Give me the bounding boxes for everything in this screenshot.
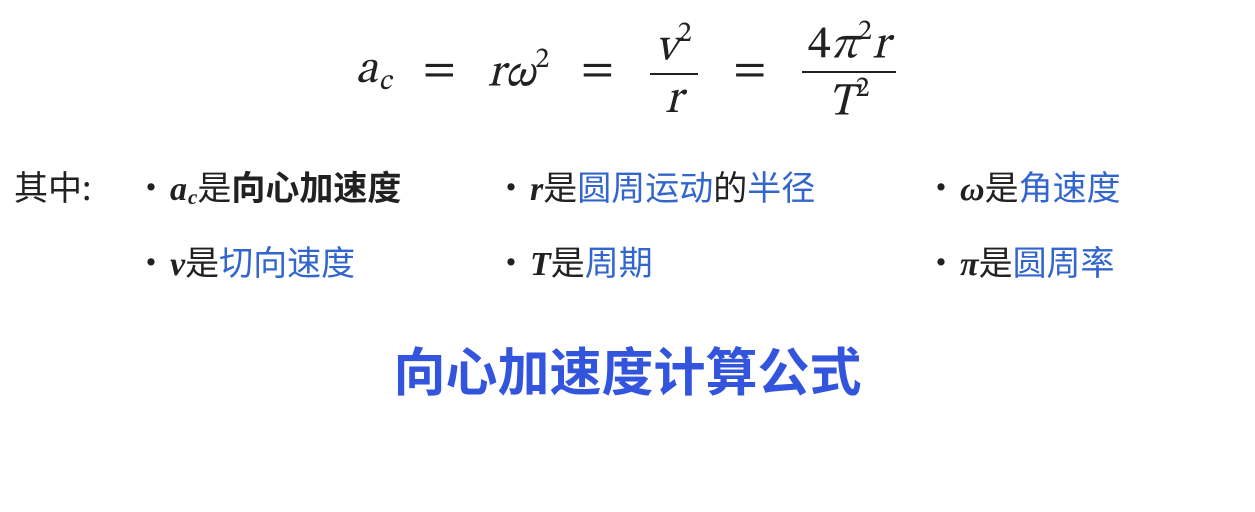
bullet-icon: • xyxy=(924,161,960,210)
def-omega: •ω是角速度 xyxy=(924,161,1215,210)
txt-de: 的 xyxy=(713,161,747,210)
txt-is: 是 xyxy=(979,236,1013,285)
exp-2-d: 2 xyxy=(856,74,870,103)
term3-num: 4π2r xyxy=(802,18,896,71)
var-T: T xyxy=(828,79,856,125)
exp-2-c: 2 xyxy=(858,17,872,46)
txt-is: 是 xyxy=(985,161,1019,210)
sym-v: v xyxy=(170,246,185,283)
formula: ac = rω2 = v2 r = 4π2r T2 xyxy=(0,18,1255,125)
defs-row-2: •v是切向速度 •T是周期 •π是圆周率 xyxy=(10,236,1215,285)
equals-3: = xyxy=(713,47,788,93)
link-period[interactable]: 周期 xyxy=(585,236,653,285)
link-tangential-velocity[interactable]: 切向速度 xyxy=(219,236,355,285)
coef-4: 4 xyxy=(808,23,831,69)
var-omega: ω xyxy=(505,51,535,97)
def-ac: •ac是向心加速度 xyxy=(134,161,494,210)
def-v: •v是切向速度 xyxy=(134,236,494,285)
where-label: 其中: xyxy=(10,161,134,210)
bullet-icon: • xyxy=(494,161,530,210)
var-r: r xyxy=(487,51,504,97)
formula-term3: 4π2r T2 xyxy=(798,18,900,125)
link-pi[interactable]: 圆周率 xyxy=(1013,236,1115,285)
sym-omega: ω xyxy=(960,171,985,208)
def-pi: •π是圆周率 xyxy=(924,236,1215,285)
txt-centripetal-accel: 向心加速度 xyxy=(231,161,401,210)
sym-r: r xyxy=(530,171,543,208)
sub-c: c xyxy=(378,67,392,96)
var-a: a xyxy=(355,47,377,93)
term3-den: T2 xyxy=(802,71,896,126)
defs-row-1: 其中: •ac是向心加速度 •r是圆周运动的半径 •ω是角速度 xyxy=(10,161,1215,210)
def-r: •r是圆周运动的半径 xyxy=(494,161,924,210)
sym-ac: ac xyxy=(170,171,197,208)
term2-num: v2 xyxy=(650,20,698,73)
equals-1: = xyxy=(402,47,477,93)
txt-is: 是 xyxy=(551,236,585,285)
sym-pi: π xyxy=(960,246,979,283)
bullet-icon: • xyxy=(924,236,960,285)
link-radius[interactable]: 半径 xyxy=(747,161,815,210)
exp-2-a: 2 xyxy=(535,45,549,74)
sym-T: T xyxy=(530,246,551,283)
term2-den: r xyxy=(650,73,698,123)
link-circular-motion[interactable]: 圆周运动 xyxy=(577,161,713,210)
txt-is: 是 xyxy=(185,236,219,285)
formula-term2: v2 r xyxy=(646,20,702,123)
formula-lhs: ac xyxy=(355,47,391,97)
txt-is: 是 xyxy=(197,161,231,210)
defs-cols-1: •ac是向心加速度 •r是圆周运动的半径 •ω是角速度 xyxy=(134,161,1215,210)
definitions: 其中: •ac是向心加速度 •r是圆周运动的半径 •ω是角速度 •v是切向速度 xyxy=(0,161,1255,285)
var-v: v xyxy=(656,25,678,71)
page: ac = rω2 = v2 r = 4π2r T2 其中: xyxy=(0,0,1255,512)
caption: 向心加速度计算公式 xyxy=(0,331,1255,406)
bullet-icon: • xyxy=(134,161,170,210)
var-r-3: r xyxy=(872,23,889,69)
var-pi: π xyxy=(831,23,858,69)
def-T: •T是周期 xyxy=(494,236,924,285)
bullet-icon: • xyxy=(134,236,170,285)
equals-2: = xyxy=(560,47,635,93)
formula-term1: rω2 xyxy=(487,46,549,97)
link-angular-velocity[interactable]: 角速度 xyxy=(1019,161,1121,210)
defs-cols-2: •v是切向速度 •T是周期 •π是圆周率 xyxy=(134,236,1215,285)
bullet-icon: • xyxy=(494,236,530,285)
txt-is: 是 xyxy=(543,161,577,210)
exp-2-b: 2 xyxy=(678,19,692,48)
var-r-2: r xyxy=(665,77,682,123)
